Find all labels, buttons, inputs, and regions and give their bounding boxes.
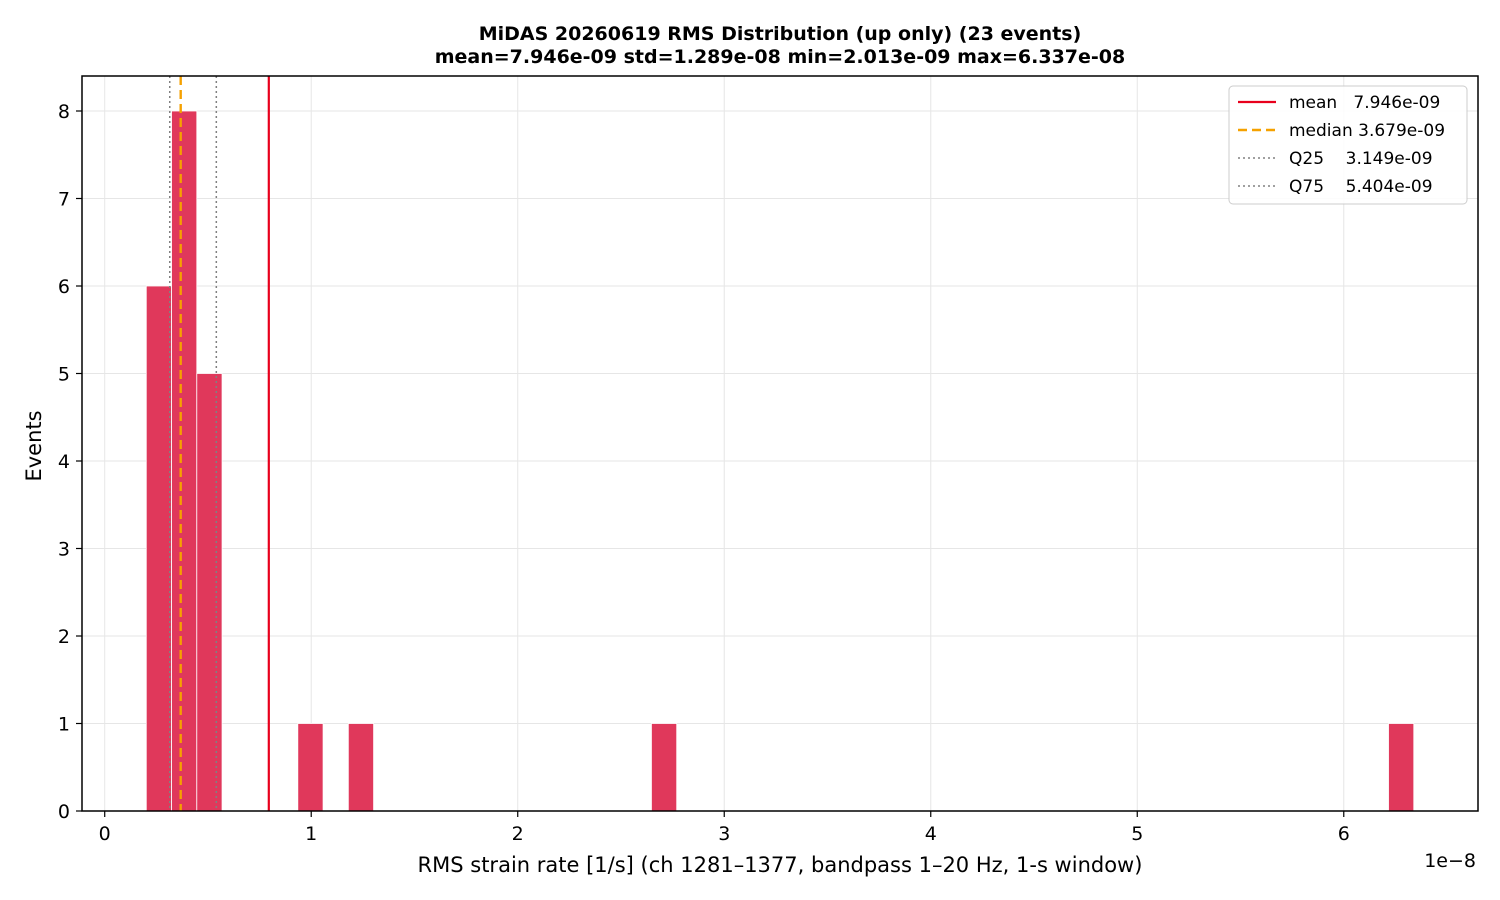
x-tick-label: 0 <box>99 823 111 845</box>
grid <box>82 76 1478 812</box>
histogram-bar <box>347 723 374 812</box>
histogram-bar <box>196 373 223 812</box>
legend-Q75-label: Q75 5.404e-09 <box>1289 177 1433 197</box>
legend-median-label: median 3.679e-09 <box>1289 121 1445 141</box>
histogram-bar <box>145 285 172 812</box>
x-tick-label: 3 <box>718 823 730 845</box>
legend-box <box>1228 85 1468 205</box>
x-axis-ticks: 0 1 2 3 4 5 6 <box>99 811 1350 845</box>
plot-frame <box>81 75 1479 812</box>
histogram-bar <box>171 110 198 812</box>
x-tick-label: 5 <box>1131 823 1143 845</box>
reference-lines <box>168 76 270 811</box>
y-tick-label: 4 <box>58 451 70 473</box>
y-tick-label: 7 <box>58 189 70 211</box>
chart-subtitle: mean=7.946e-09 std=1.289e-08 min=2.013e-… <box>435 46 1126 68</box>
histogram-bar <box>297 723 324 812</box>
y-tick-label: 5 <box>58 364 70 386</box>
y-axis-label: Events <box>22 410 46 481</box>
x-tick-label: 6 <box>1338 823 1350 845</box>
y-axis-ticks: 0 1 2 3 4 5 6 7 8 <box>58 101 82 823</box>
legend-Q25-label: Q25 3.149e-09 <box>1289 149 1433 169</box>
y-tick-label: 1 <box>58 714 70 736</box>
y-tick-label: 6 <box>58 276 70 298</box>
chart-title: MiDAS 20260619 RMS Distribution (up only… <box>479 23 1082 45</box>
histogram-bars <box>145 110 1415 812</box>
y-tick-label: 8 <box>58 101 70 123</box>
x-axis-offset-label: 1e−8 <box>1424 850 1476 872</box>
histogram-bar <box>1388 723 1415 812</box>
legend-mean-label: mean 7.946e-09 <box>1289 93 1440 113</box>
x-axis-label: RMS strain rate [1/s] (ch 1281–1377, ban… <box>418 853 1143 877</box>
y-tick-label: 0 <box>58 801 70 823</box>
legend: mean 7.946e-09 median 3.679e-09 Q25 3.149e… <box>1228 85 1468 205</box>
y-tick-label: 3 <box>58 539 70 561</box>
x-tick-label: 4 <box>925 823 937 845</box>
y-tick-label: 2 <box>58 626 70 648</box>
histogram-bar <box>651 723 678 812</box>
x-tick-label: 1 <box>305 823 317 845</box>
x-tick-label: 2 <box>512 823 524 845</box>
